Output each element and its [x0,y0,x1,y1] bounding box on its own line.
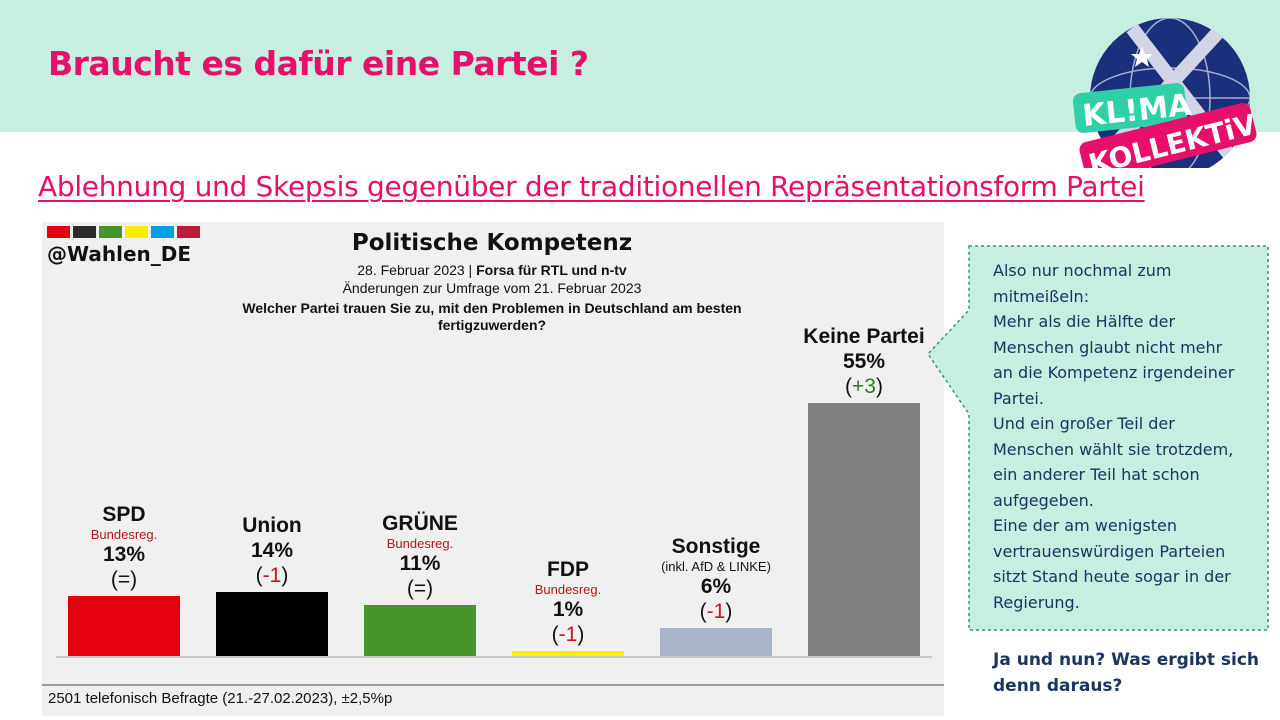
callout-line: aufgegeben. [993,490,1094,510]
slide-subtitle: Ablehnung und Skepsis gegenüber der trad… [38,170,1145,203]
callout-line: Regierung. [993,592,1080,612]
bar-keine-partei [808,403,920,656]
party-color-swatch [151,226,174,238]
chart-panel: @Wahlen_DE Politische Kompetenz 28. Febr… [42,222,944,716]
bar-label-group: Union 14% (-1) [197,514,347,588]
category-label: Sonstige [671,535,761,559]
chart-handle: @Wahlen_DE [47,242,192,266]
callout-line: an die Kompetenz irgendeiner [993,363,1235,382]
change-label: (=) [110,568,138,592]
callout-line: Menschen wählt sie trotzdem, [993,439,1234,459]
chart-date: 28. Februar 2023 [357,262,465,278]
party-color-swatch [125,226,148,238]
klima-kollektiv-logo: KL!MA KOLLEKTiV [1073,18,1260,168]
change-label: (=) [406,577,434,601]
category-label: Keine Partei [803,325,925,348]
category-label: GRÜNE [382,512,458,536]
change-label: (+3) [845,375,883,398]
callout-line: mitmeißeln: [993,286,1090,306]
category-label: FDP [547,558,589,582]
value-label: 13% [102,543,146,567]
change-value: = [413,577,427,601]
value-label: 1% [552,598,584,622]
footer-separator [42,684,944,686]
callout-line: ein anderer Teil hat schon [993,465,1200,484]
value-label: 55% [842,350,886,373]
category-sublabel: Bundesreg. [90,527,158,543]
change-value: -1 [262,563,282,587]
category-sublabel: Bundesreg. [534,582,602,598]
callout-line: sitzt Stand heute sogar in der [993,567,1231,586]
callout-text: Also nur nochmal zum mitmeißeln: Mehr als … [993,258,1261,615]
change-value: -1 [558,623,578,647]
bar-plot-area: SPD Bundesreg. 13% (=) Union 14% (-1) GRÜNE Bund… [42,222,944,716]
bar-sonstige [660,628,772,656]
slide-title: Braucht es dafür eine Partei ? [48,44,589,83]
callout-line: Menschen glaubt nicht mehr [993,337,1223,357]
value-label: 6% [700,575,732,599]
final-question: Ja und nun? Was ergibt sich denn daraus? [993,650,1259,696]
party-color-swatch [73,226,96,238]
bar-label-group: SPD Bundesreg. 13% (=) [49,503,199,592]
party-color-swatch [99,226,122,238]
change-value: -1 [706,600,726,624]
bar-union [216,591,328,656]
chart-title: Politische Kompetenz [351,230,633,256]
chart-date-source: 28. Februar 2023 | Forsa für RTL und n-t… [357,262,627,278]
callout-line: vertrauenswürdigen Parteien [993,541,1226,561]
change-value: +3 [852,375,876,398]
bar-fdp [512,651,624,656]
bar-label-group: Sonstige (inkl. AfD & LINKE) 6% (-1) [641,535,791,624]
category-label: SPD [102,503,146,527]
chart-question: Welcher Partei trauen Sie zu, mit den Pr… [242,300,742,333]
callout-box [927,245,1269,631]
bar-label-group: Keine Partei 55% (+3) [789,325,939,399]
chart-footer: 2501 telefonisch Befragte (21.-27.02.202… [48,690,393,707]
callout-line: Und ein großer Teil der [993,414,1175,433]
category-label: Union [242,513,302,537]
chart-change-note: Änderungen zur Umfrage vom 21. Februar 2… [342,280,642,296]
category-sublabel: (inkl. AfD & LINKE) [661,559,771,575]
change-label: (-1) [551,623,585,647]
party-color-swatch [47,226,70,238]
callout-line: Eine der am wenigsten [993,516,1178,535]
callout-line: Partei. [993,388,1044,408]
category-sublabel: Bundesreg. [386,536,454,552]
chart-source: Forsa für RTL und n-tv [476,262,627,278]
bar-grüne [364,605,476,656]
change-value: = [117,568,131,592]
callout-line: Mehr als die Hälfte der [993,312,1176,331]
value-label: 11% [399,552,441,576]
callout-line: Also nur nochmal zum [993,261,1172,280]
header-band [0,0,1280,132]
change-label: (-1) [699,600,733,624]
party-color-strip [47,226,200,238]
bar-label-group: GRÜNE Bundesreg. 11% (=) [345,512,495,601]
party-color-swatch [177,226,200,238]
bar-spd [68,596,180,656]
bar-label-group: FDP Bundesreg. 1% (-1) [493,558,643,647]
x-axis-line [56,656,932,658]
value-label: 14% [250,538,294,562]
change-label: (-1) [255,563,289,587]
